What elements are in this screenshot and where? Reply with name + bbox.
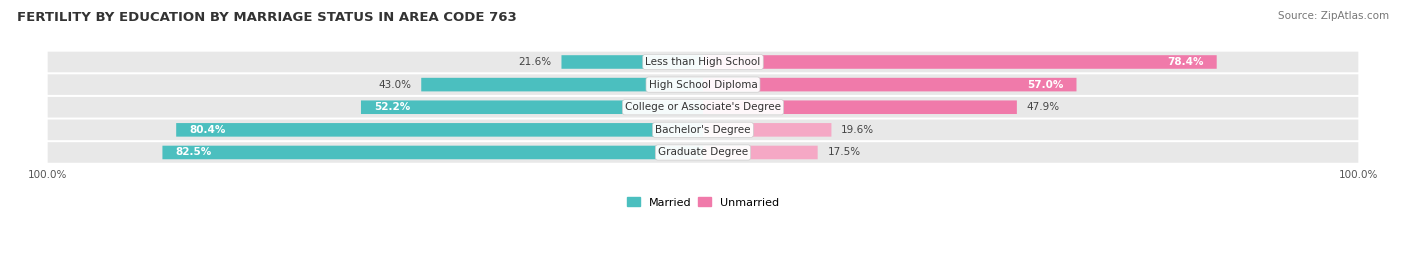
FancyBboxPatch shape [422, 78, 703, 91]
Text: Source: ZipAtlas.com: Source: ZipAtlas.com [1278, 11, 1389, 21]
Text: High School Diploma: High School Diploma [648, 80, 758, 90]
FancyBboxPatch shape [48, 119, 1358, 140]
FancyBboxPatch shape [48, 97, 1358, 118]
Text: FERTILITY BY EDUCATION BY MARRIAGE STATUS IN AREA CODE 763: FERTILITY BY EDUCATION BY MARRIAGE STATU… [17, 11, 516, 24]
FancyBboxPatch shape [703, 55, 1216, 69]
Text: 78.4%: 78.4% [1167, 57, 1204, 67]
FancyBboxPatch shape [48, 142, 1358, 163]
Text: 19.6%: 19.6% [841, 125, 875, 135]
Text: Less than High School: Less than High School [645, 57, 761, 67]
FancyBboxPatch shape [48, 52, 1358, 72]
Text: 82.5%: 82.5% [176, 147, 212, 157]
Text: College or Associate's Degree: College or Associate's Degree [626, 102, 780, 112]
Text: 52.2%: 52.2% [374, 102, 411, 112]
FancyBboxPatch shape [703, 123, 831, 137]
Text: 43.0%: 43.0% [378, 80, 412, 90]
Text: Bachelor's Degree: Bachelor's Degree [655, 125, 751, 135]
FancyBboxPatch shape [703, 146, 818, 159]
FancyBboxPatch shape [48, 74, 1358, 95]
Text: 21.6%: 21.6% [519, 57, 551, 67]
Text: 80.4%: 80.4% [190, 125, 226, 135]
Text: Graduate Degree: Graduate Degree [658, 147, 748, 157]
Text: 47.9%: 47.9% [1026, 102, 1060, 112]
FancyBboxPatch shape [361, 100, 703, 114]
FancyBboxPatch shape [176, 123, 703, 137]
FancyBboxPatch shape [703, 100, 1017, 114]
FancyBboxPatch shape [561, 55, 703, 69]
FancyBboxPatch shape [703, 78, 1077, 91]
Text: 17.5%: 17.5% [828, 147, 860, 157]
FancyBboxPatch shape [163, 146, 703, 159]
Legend: Married, Unmarried: Married, Unmarried [621, 193, 785, 212]
Text: 57.0%: 57.0% [1026, 80, 1063, 90]
